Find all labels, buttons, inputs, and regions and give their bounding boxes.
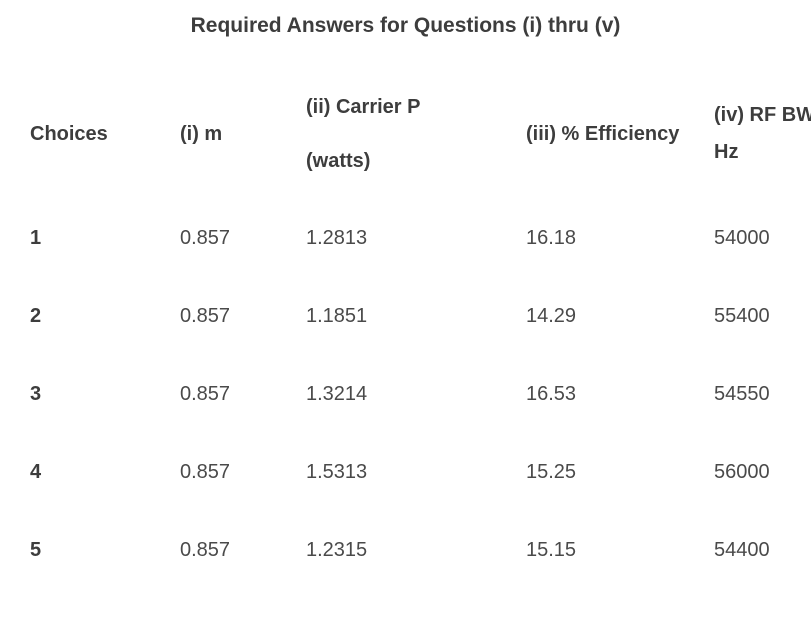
table-cell: 16.18 xyxy=(526,226,577,249)
table-cell: 54400 xyxy=(714,538,770,561)
table-cell: 1.2315 xyxy=(306,538,368,561)
row-label: 4 xyxy=(30,460,42,483)
table-cell: 1.1851 xyxy=(306,304,368,327)
row-label: 2 xyxy=(30,304,42,327)
table-cell: 0.857 xyxy=(180,460,231,483)
row-label: 1 xyxy=(30,226,42,249)
column-header: (ii) Carrier P (watts) xyxy=(306,96,421,172)
column-header: Choices xyxy=(30,122,108,145)
table-cell: 16.53 xyxy=(526,382,577,405)
row-label: 3 xyxy=(30,382,42,405)
table-cell: 54550 xyxy=(714,382,770,405)
table-cell: 0.857 xyxy=(180,226,231,249)
table-cell: 0.857 xyxy=(180,538,231,561)
table-cell: 54000 xyxy=(714,226,770,249)
table-cell: 1.3214 xyxy=(306,382,368,405)
row-label: 5 xyxy=(30,538,42,561)
table-cell: 1.2813 xyxy=(306,226,368,249)
table-cell: 0.857 xyxy=(180,382,231,405)
table-cell: 1.5313 xyxy=(306,460,368,483)
table-cell: 0.857 xyxy=(180,304,231,327)
column-header: (i) m xyxy=(180,122,223,145)
table-cell: 14.29 xyxy=(526,304,577,327)
table-cell: 15.15 xyxy=(526,538,577,561)
table-cell: 56000 xyxy=(714,460,770,483)
column-header: (iii) % Efficiency xyxy=(526,122,680,145)
table-cell: 15.25 xyxy=(526,460,577,483)
title: Required Answers for Questions (i) thru … xyxy=(190,14,621,37)
table-cell: 55400 xyxy=(714,304,770,327)
column-header: (iv) RF BW Hz xyxy=(714,104,811,163)
